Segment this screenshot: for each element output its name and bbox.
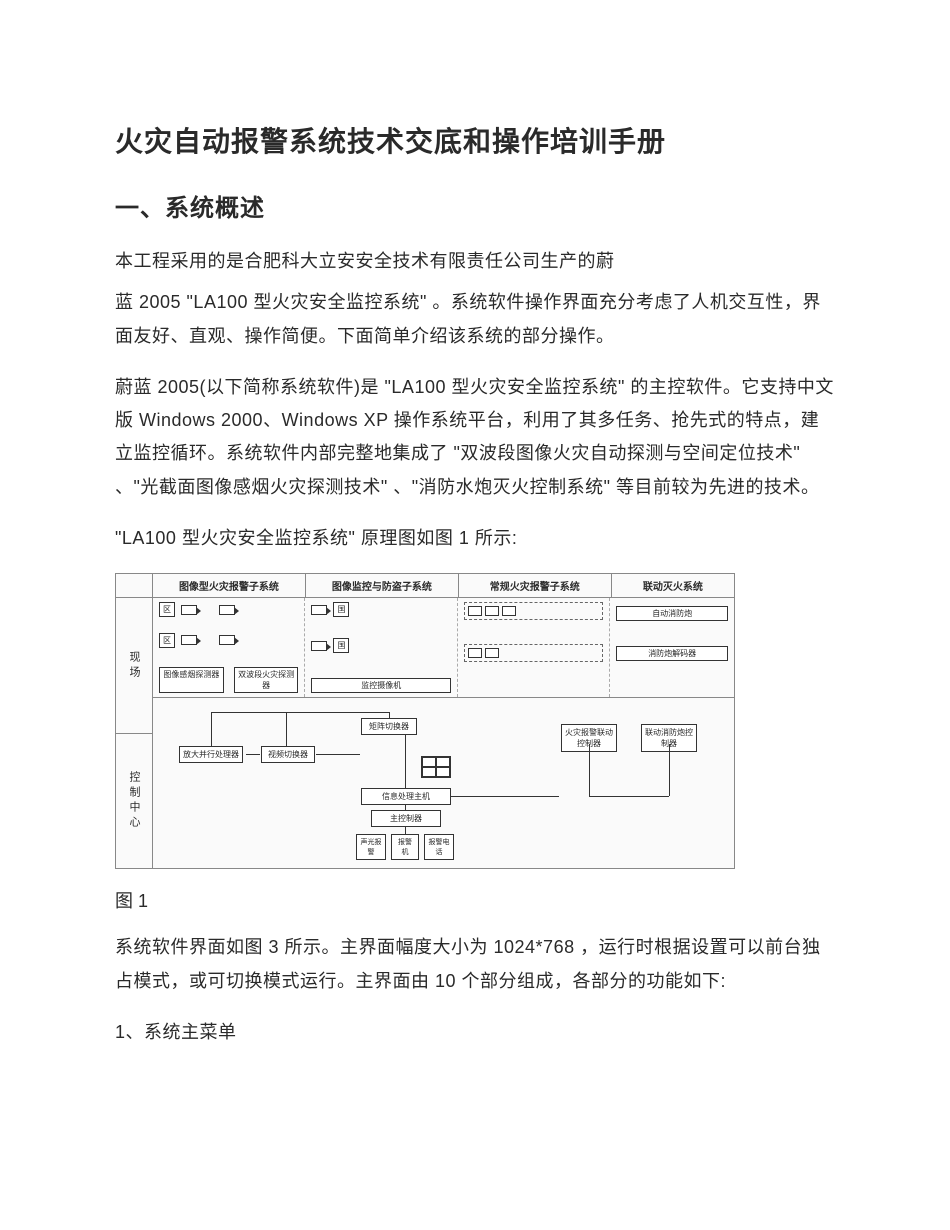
figure-1-caption: 图 1 bbox=[115, 887, 835, 913]
diagram-header-row: 图像型火灾报警子系统 图像监控与防盗子系统 常规火灾报警子系统 联动灭火系统 bbox=[116, 574, 734, 598]
camera-icon bbox=[311, 641, 327, 651]
diagram-site-row: 区 区 图像 bbox=[152, 598, 734, 698]
camera-icon bbox=[219, 635, 235, 645]
diagram-row-label-site: 现场 bbox=[116, 598, 152, 734]
section-1-heading: 一、系统概述 bbox=[115, 188, 835, 223]
dashed-group-2 bbox=[464, 644, 603, 662]
camera-icon bbox=[181, 605, 197, 615]
box-alarm-unit: 报警机 bbox=[391, 834, 419, 860]
dashed-group-1 bbox=[464, 602, 603, 620]
page-title: 火灾自动报警系统技术交底和操作培训手册 bbox=[115, 120, 835, 160]
diagram-col-header-2: 图像监控与防盗子系统 bbox=[305, 574, 458, 597]
box-parallel-processor: 放大并行处理器 bbox=[179, 746, 243, 763]
label-smoke-detector: 图像感烟探测器 bbox=[159, 667, 224, 693]
icon-box: 区 bbox=[159, 602, 175, 617]
icon-box: 国 bbox=[333, 638, 349, 653]
figure-1-diagram: 图像型火灾报警子系统 图像监控与防盗子系统 常规火灾报警子系统 联动灭火系统 现… bbox=[115, 573, 835, 869]
diagram-col-header-1: 图像型火灾报警子系统 bbox=[152, 574, 305, 597]
camera-icon bbox=[219, 605, 235, 615]
box-alarm-phone: 报警电话 bbox=[424, 834, 454, 860]
diagram-control-center-row: 矩阵切换器 放大并行处理器 视频切换器 信息处理主机 主控制器 声光报警 报警机 bbox=[152, 698, 734, 868]
paragraph-1: 本工程采用的是合肥科大立安安全技术有限责任公司生产的蔚 bbox=[115, 245, 835, 278]
paragraph-2: 蓝 2005 "LA100 型火灾安全监控系统" 。系统软件操作界面充分考虑了人… bbox=[115, 286, 835, 353]
box-info-host: 信息处理主机 bbox=[361, 788, 451, 805]
label-monitor-camera: 监控摄像机 bbox=[311, 678, 450, 693]
label-dualband-detector: 双波段火灾探测器 bbox=[234, 667, 299, 693]
icon-box: 区 bbox=[159, 633, 175, 648]
box-video-switcher: 视频切换器 bbox=[261, 746, 315, 763]
box-main-controller: 主控制器 bbox=[371, 810, 441, 827]
camera-icon bbox=[311, 605, 327, 615]
monitor-grid-icon bbox=[421, 756, 451, 778]
diagram-col-header-3: 常规火灾报警子系统 bbox=[458, 574, 611, 597]
box-sound-light: 声光报警 bbox=[356, 834, 386, 860]
paragraph-3: 蔚蓝 2005(以下简称系统软件)是 "LA100 型火灾安全监控系统" 的主控… bbox=[115, 371, 835, 504]
box-matrix-switcher: 矩阵切换器 bbox=[361, 718, 417, 735]
diagram-row-label-center: 控制中心 bbox=[116, 734, 152, 869]
paragraph-4: "LA100 型火灾安全监控系统" 原理图如图 1 所示: bbox=[115, 522, 835, 555]
paragraph-5: 系统软件界面如图 3 所示。主界面幅度大小为 1024*768 ，运行时根据设置… bbox=[115, 931, 835, 998]
paragraph-6: 1、系统主菜单 bbox=[115, 1016, 835, 1049]
label-cannon-decoder: 消防炮解码器 bbox=[616, 646, 728, 661]
diagram-col-header-4: 联动灭火系统 bbox=[611, 574, 734, 597]
camera-icon bbox=[181, 635, 197, 645]
icon-box: 国 bbox=[333, 602, 349, 617]
label-auto-cannon: 自动消防炮 bbox=[616, 606, 728, 621]
